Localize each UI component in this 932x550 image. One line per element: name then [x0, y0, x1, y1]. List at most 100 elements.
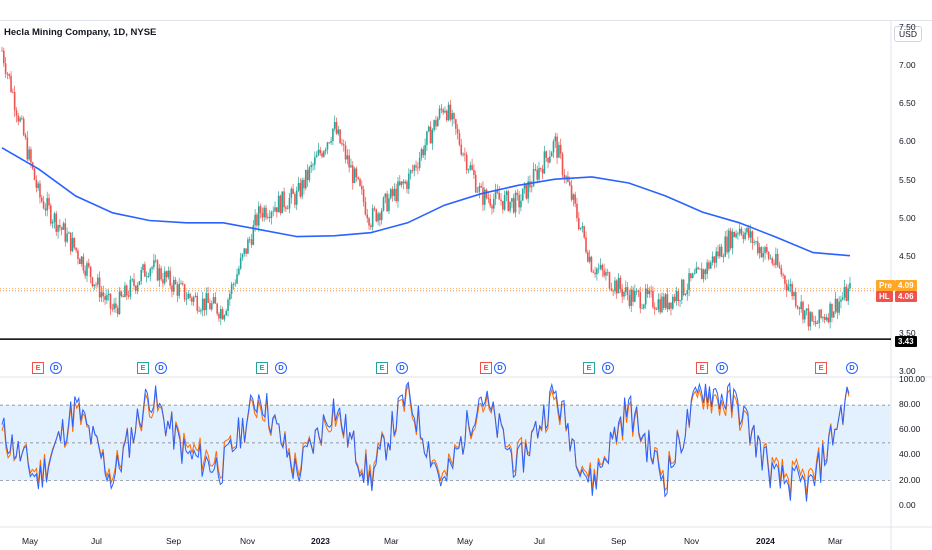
candle-body [796, 306, 799, 308]
candle-body [256, 214, 258, 226]
earnings-event-icon[interactable]: E [32, 362, 44, 374]
candle-body [50, 205, 52, 224]
earnings-event-icon[interactable]: E [137, 362, 149, 374]
candle-body [402, 181, 405, 184]
candle-body [418, 157, 421, 168]
dividend-event-icon[interactable]: D [155, 362, 167, 374]
candle-body [337, 129, 340, 134]
symbol-title[interactable]: Hecla Mining Company, 1D, NYSE [4, 27, 157, 38]
candle-body [333, 121, 336, 129]
currency-button[interactable]: USD [894, 26, 922, 42]
candle-body [588, 256, 591, 262]
candle-body [471, 165, 473, 171]
candle-body [82, 256, 85, 271]
candle-body [449, 104, 452, 120]
candle-body [266, 216, 269, 218]
earnings-event-icon[interactable]: E [696, 362, 708, 374]
candle-body [3, 50, 5, 64]
candle-body [594, 272, 596, 275]
candle-body [606, 272, 609, 273]
candle-body [17, 115, 20, 122]
candle-body [762, 253, 765, 258]
candle-body [827, 317, 830, 323]
candle-body [530, 186, 533, 188]
candle-body [445, 110, 448, 121]
candle-body [429, 126, 432, 144]
candle-body [357, 177, 359, 179]
candle-body [489, 199, 491, 206]
candle-body [391, 189, 394, 197]
candle-body [377, 213, 379, 222]
candle-body [324, 149, 327, 152]
candle-body [6, 73, 9, 75]
candle-body [778, 265, 781, 269]
candle-body [487, 197, 490, 200]
candle-body [516, 192, 519, 195]
candle-body [95, 284, 97, 286]
candle-body [178, 284, 180, 296]
candle-body [577, 218, 580, 230]
candle-body [525, 183, 528, 199]
candle-body [462, 153, 464, 155]
candle-body [225, 311, 228, 316]
dividend-event-icon[interactable]: D [602, 362, 614, 374]
candle-body [785, 283, 788, 291]
dividend-event-icon[interactable]: D [396, 362, 408, 374]
candle-body [259, 206, 262, 213]
candle-body [643, 304, 645, 309]
candle-body [728, 230, 730, 253]
candle-body [98, 277, 101, 298]
dividend-event-icon[interactable]: D [846, 362, 858, 374]
candle-body [758, 247, 761, 254]
candle-body [657, 299, 660, 310]
candle-body [442, 109, 444, 113]
candle-body [536, 169, 538, 180]
candle-body [84, 270, 86, 276]
candle-body [431, 129, 434, 144]
earnings-event-icon[interactable]: E [583, 362, 595, 374]
candle-body [68, 232, 70, 234]
candle-body [406, 181, 408, 189]
candle-body [603, 270, 605, 276]
candle-body [12, 91, 14, 93]
dividend-event-icon[interactable]: D [716, 362, 728, 374]
oscillator-k-line [1, 381, 850, 502]
dividend-event-icon[interactable]: D [275, 362, 287, 374]
dividend-event-icon[interactable]: D [50, 362, 62, 374]
candle-body [420, 149, 423, 158]
candle-body [234, 283, 237, 285]
candle-body [277, 195, 280, 213]
candle-body [440, 108, 443, 110]
oscillator-tick: 20.00 [899, 474, 921, 485]
earnings-event-icon[interactable]: E [376, 362, 388, 374]
candle-body [270, 212, 273, 218]
candle-body [180, 283, 182, 285]
candle-body [223, 315, 226, 320]
candle-body [726, 236, 728, 253]
candle-body [120, 291, 123, 297]
candle-body [239, 257, 242, 269]
candle-body [559, 144, 562, 154]
candle-body [212, 297, 215, 304]
candle-body [662, 296, 665, 308]
earnings-event-icon[interactable]: E [256, 362, 268, 374]
earnings-event-icon[interactable]: E [480, 362, 492, 374]
candle-body [543, 151, 546, 174]
candle-body [415, 165, 417, 168]
candle-body [585, 237, 587, 253]
dividend-event-icon[interactable]: D [494, 362, 506, 374]
candle-body [342, 144, 345, 146]
candle-body [196, 295, 199, 311]
candle-body [398, 181, 401, 185]
candle-body [86, 263, 88, 276]
earnings-event-icon[interactable]: E [815, 362, 827, 374]
candle-body [134, 285, 137, 291]
time-tick: 2024 [756, 536, 775, 546]
candle-body [75, 247, 77, 251]
candle-body [787, 286, 790, 291]
candle-body [700, 268, 703, 280]
candle-body [294, 194, 296, 205]
candle-body [350, 165, 352, 168]
